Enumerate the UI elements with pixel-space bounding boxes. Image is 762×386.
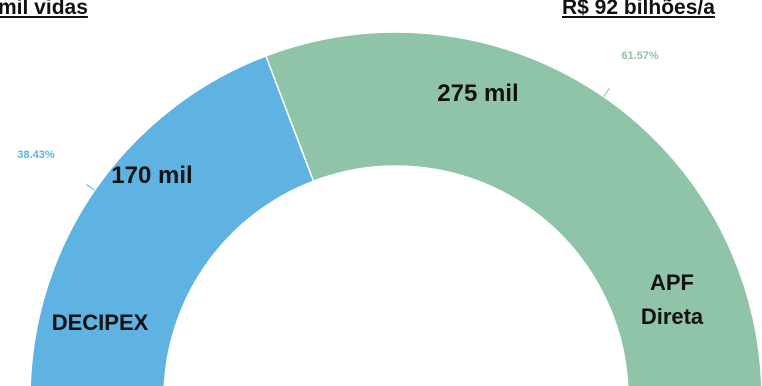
percent-label: 61.57% <box>621 50 659 62</box>
percent-label: 38.43% <box>17 149 55 161</box>
segment-name-label: APF <box>650 270 694 295</box>
donut-segment-apf-direta <box>264 31 762 386</box>
percent-leader-line <box>603 88 610 97</box>
segment-name-label: Direta <box>641 304 704 329</box>
value-label: 170 mil <box>111 162 192 189</box>
value-label: 275 mil <box>437 80 518 107</box>
percent-leader-line <box>86 184 95 191</box>
donut-segment-decipex <box>29 54 315 386</box>
right-header-label: R$ 92 bilhões/a <box>562 0 715 19</box>
segment-name-label: DECIPEX <box>52 310 149 335</box>
left-header-label: mil vidas <box>0 0 88 19</box>
